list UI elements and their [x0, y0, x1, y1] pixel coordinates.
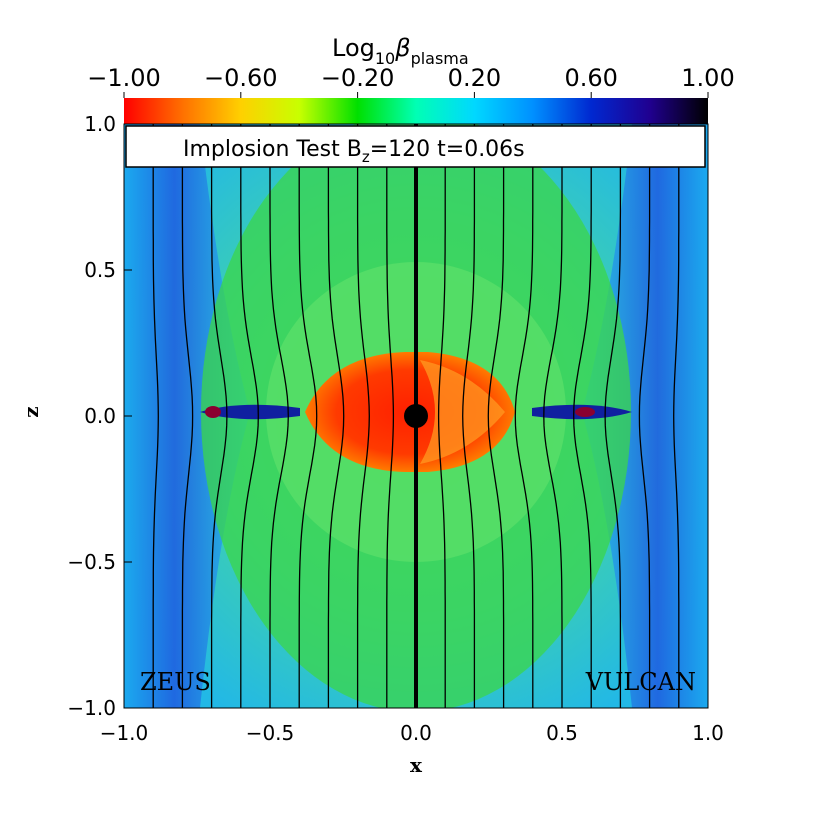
field-line	[210, 124, 228, 708]
colorbar-tick-label: −0.20	[321, 64, 395, 92]
right-code-label: VULCAN	[585, 668, 696, 696]
field-line	[638, 124, 651, 708]
colorbar-tick-label: −1.00	[87, 64, 161, 92]
field-line	[240, 124, 259, 708]
colorbar-tick-label: 0.60	[564, 64, 617, 92]
x-tick-label: −1.0	[100, 721, 149, 745]
right-blue-wing	[582, 124, 708, 708]
y-tick-label: 0.5	[84, 258, 116, 282]
x-tick-label: 0.0	[400, 721, 432, 745]
colorbar-ticks: −1.00 −0.60 −0.20 0.20 0.60 1.00	[87, 64, 735, 98]
x-tick-label: −0.5	[246, 721, 295, 745]
left-blue-wing	[124, 124, 250, 708]
central-dot	[404, 404, 428, 428]
field-lines	[152, 124, 680, 708]
x-axis-label: x	[410, 753, 423, 777]
field-line	[327, 124, 345, 708]
field-line	[269, 124, 289, 708]
colorbar-label: Log10βplasma	[332, 34, 469, 68]
title-box-frame	[125, 125, 706, 168]
field-line	[543, 124, 563, 708]
x-tick-label: 1.0	[692, 721, 724, 745]
colorbar: −1.00 −0.60 −0.20 0.20 0.60 1.00 Log10βplasma	[87, 34, 735, 124]
title-box: Implosion Test Bz=120 t=0.06s	[125, 125, 706, 168]
right-jet-spot	[575, 407, 595, 417]
field-line	[298, 124, 318, 708]
colorbar-tick-label: 1.00	[681, 64, 734, 92]
field-line	[356, 124, 370, 708]
field-line	[573, 124, 592, 708]
x-axis-ticks: −1.0 −0.5 0.0 0.5 1.0	[100, 700, 724, 745]
field-line	[386, 124, 395, 708]
left-jet-spot	[205, 406, 221, 418]
field-line	[604, 124, 622, 708]
field-line	[487, 124, 505, 708]
field-line	[181, 124, 194, 708]
colorbar-tick-label: −0.60	[204, 64, 278, 92]
field-line	[437, 124, 446, 708]
y-tick-label: 0.0	[84, 404, 116, 428]
left-jet	[200, 404, 300, 420]
field-line	[152, 124, 159, 708]
colorbar-gradient	[124, 98, 708, 124]
x-tick-label: 0.5	[546, 721, 578, 745]
y-tick-label: −1.0	[67, 696, 116, 720]
left-code-label: ZEUS	[140, 668, 211, 696]
y-tick-label: 1.0	[84, 112, 116, 136]
field-line	[673, 124, 680, 708]
y-tick-label: −0.5	[67, 550, 116, 574]
heatmap-plot	[124, 124, 708, 708]
y-axis-ticks: −1.0 −0.5 0.0 0.5 1.0	[67, 112, 132, 720]
colorbar-tick-label: 0.20	[448, 64, 501, 92]
field-line	[514, 124, 534, 708]
y-axis-label: z	[19, 406, 43, 417]
chart-title: Implosion Test Bz=120 t=0.06s	[183, 137, 525, 166]
field-line	[462, 124, 476, 708]
